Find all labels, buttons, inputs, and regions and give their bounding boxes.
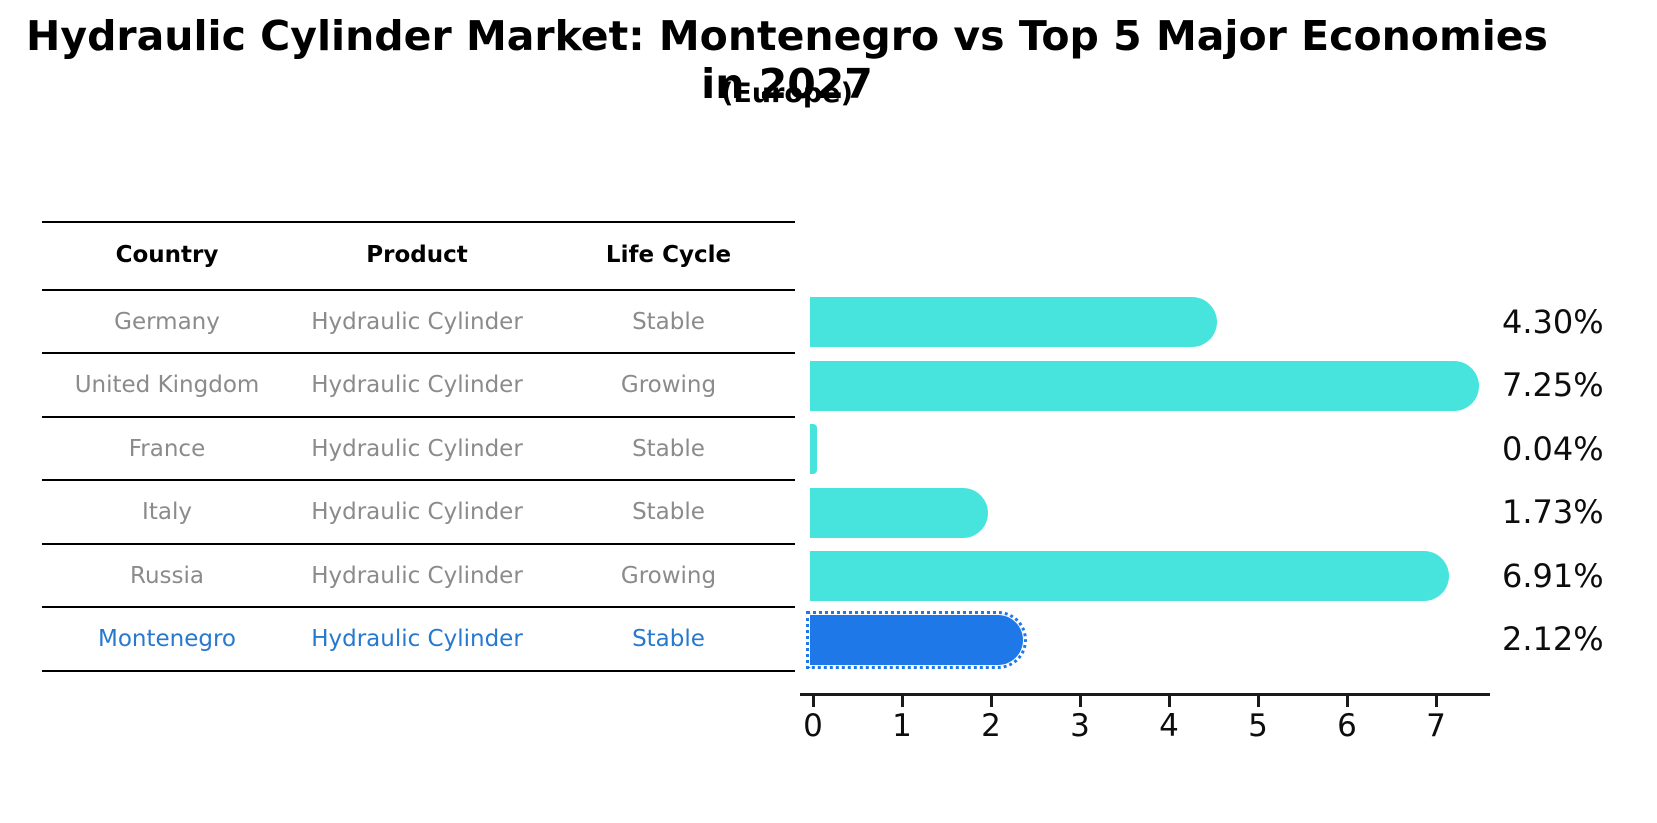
table-header-rule xyxy=(42,289,795,291)
table-bottom-rule xyxy=(42,670,795,672)
product-cell: Hydraulic Cylinder xyxy=(311,308,523,335)
table-row-rule xyxy=(42,352,795,354)
value-label: 4.30% xyxy=(1502,302,1604,341)
x-tick-label: 4 xyxy=(1159,708,1179,744)
country-cell: Italy xyxy=(142,498,192,525)
table-row: Russia Hydraulic Cylinder Growing xyxy=(42,544,795,607)
value-label: 0.04% xyxy=(1502,429,1604,468)
table-top-rule xyxy=(42,221,795,223)
product-cell: Hydraulic Cylinder xyxy=(311,498,523,525)
value-label: 6.91% xyxy=(1502,556,1604,595)
country-cell: Montenegro xyxy=(97,625,236,652)
life-cycle-cell: Stable xyxy=(632,625,705,652)
x-axis-line xyxy=(800,693,1490,696)
life-cycle-cell: Stable xyxy=(632,308,705,335)
chart-subtitle: (Europe) xyxy=(721,78,853,109)
table-row: United Kingdom Hydraulic Cylinder Growin… xyxy=(42,353,795,416)
life-cycle-cell: Growing xyxy=(620,371,717,398)
country-cell: Russia xyxy=(130,562,204,589)
product-cell: Hydraulic Cylinder xyxy=(311,562,523,589)
table-row-rule xyxy=(42,416,795,418)
table-row: France Hydraulic Cylinder Stable xyxy=(42,417,795,480)
country-cell: United Kingdom xyxy=(74,371,260,398)
life-cycle-cell: Growing xyxy=(620,562,717,589)
product-cell: Hydraulic Cylinder xyxy=(311,371,523,398)
value-label: 7.25% xyxy=(1502,366,1604,405)
table-row-rule xyxy=(42,479,795,481)
bar-united-kingdom xyxy=(810,360,1480,411)
x-axis-tick xyxy=(901,696,904,707)
column-header-life-cycle: Life Cycle xyxy=(605,241,732,268)
bar-germany xyxy=(810,297,1217,347)
table-row: Italy Hydraulic Cylinder Stable xyxy=(42,480,795,543)
table-row-rule xyxy=(42,543,795,545)
x-tick-label: 3 xyxy=(1070,708,1090,744)
column-header-country: Country xyxy=(115,241,219,268)
table-row-montenegro-highlighted: Montenegro Hydraulic Cylinder Stable xyxy=(42,607,795,670)
x-tick-label: 0 xyxy=(803,708,823,744)
product-cell: Hydraulic Cylinder xyxy=(311,625,523,652)
x-tick-label: 7 xyxy=(1426,708,1446,744)
column-header-product: Product xyxy=(366,241,468,268)
x-axis-tick xyxy=(1079,696,1082,707)
table-row-rule xyxy=(42,606,795,608)
table-header-row: Country Product Life Cycle xyxy=(42,223,795,286)
chart-title: Hydraulic Cylinder Market: Montenegro vs… xyxy=(26,12,1548,108)
life-cycle-cell: Stable xyxy=(632,498,705,525)
bar-italy xyxy=(810,487,988,538)
table-row: Germany Hydraulic Cylinder Stable xyxy=(42,290,795,353)
x-tick-label: 5 xyxy=(1248,708,1268,744)
x-axis-tick xyxy=(812,696,815,707)
x-axis-tick xyxy=(1168,696,1171,707)
country-cell: France xyxy=(128,435,206,462)
x-axis-tick xyxy=(1346,696,1349,707)
x-axis-tick xyxy=(1257,696,1260,707)
life-cycle-cell: Stable xyxy=(632,435,705,462)
x-tick-label: 1 xyxy=(892,708,912,744)
product-cell: Hydraulic Cylinder xyxy=(311,435,523,462)
value-label: 1.73% xyxy=(1502,493,1604,532)
country-cell: Germany xyxy=(114,308,220,335)
bar-montenegro-highlighted xyxy=(805,610,1028,669)
x-tick-label: 6 xyxy=(1337,708,1357,744)
x-axis-tick xyxy=(1435,696,1438,707)
bar-france xyxy=(810,424,817,474)
value-label: 2.12% xyxy=(1502,620,1604,659)
bar-russia xyxy=(810,551,1449,601)
x-axis-tick xyxy=(990,696,993,707)
x-tick-label: 2 xyxy=(981,708,1001,744)
